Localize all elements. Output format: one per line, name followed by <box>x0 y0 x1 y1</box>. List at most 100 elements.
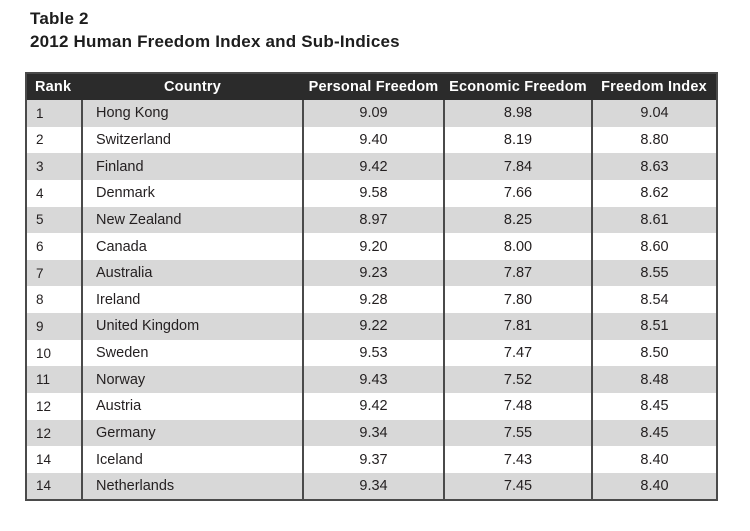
freedom-index-cell: 8.45 <box>591 393 717 420</box>
economic-freedom-cell: 8.25 <box>443 206 592 234</box>
freedom-index-cell: 8.51 <box>591 313 717 340</box>
economic-freedom-cell: 7.81 <box>443 313 592 340</box>
freedom-index-cell: 9.04 <box>591 100 717 127</box>
rank-cell: 6 <box>36 239 44 255</box>
personal-freedom-cell: 9.22 <box>302 313 444 340</box>
rank-cell: 7 <box>36 265 44 281</box>
rank-cell: 2 <box>36 132 44 148</box>
table-row: 14 Iceland 9.37 7.43 8.40 <box>26 446 717 473</box>
freedom-index-cell: 8.55 <box>591 259 717 287</box>
personal-freedom-cell: 9.58 <box>302 179 444 207</box>
table-title: 2012 Human Freedom Index and Sub-Indices <box>30 32 400 51</box>
country-cell: Finland <box>81 153 303 180</box>
personal-freedom-cell: 9.23 <box>302 259 444 287</box>
personal-freedom-cell: 9.37 <box>302 446 444 473</box>
rank-cell: 14 <box>36 478 52 494</box>
rank-cell: 12 <box>36 425 52 441</box>
country-cell: New Zealand <box>81 206 303 234</box>
freedom-index-cell: 8.63 <box>591 153 717 180</box>
freedom-index-table: Rank Country Personal Freedom Economic F… <box>25 72 718 501</box>
country-cell: United Kingdom <box>81 313 303 340</box>
table-body: 1 Hong Kong 9.09 8.98 9.04 2 Switzerland… <box>26 100 717 500</box>
freedom-index-cell: 8.80 <box>591 126 717 154</box>
country-cell: Ireland <box>81 286 303 314</box>
country-cell: Netherlands <box>81 472 303 500</box>
table-row: 9 United Kingdom 9.22 7.81 8.51 <box>26 313 717 340</box>
column-header-personal-freedom: Personal Freedom <box>303 73 444 100</box>
economic-freedom-cell: 7.87 <box>443 259 592 287</box>
table-row: 4 Denmark 9.58 7.66 8.62 <box>26 179 717 207</box>
country-cell: Canada <box>81 233 303 260</box>
table-row: 5 New Zealand 8.97 8.25 8.61 <box>26 206 717 234</box>
country-cell: Germany <box>81 419 303 447</box>
rank-cell: 10 <box>36 345 52 361</box>
table-row: 2 Switzerland 9.40 8.19 8.80 <box>26 126 717 154</box>
freedom-index-cell: 8.48 <box>591 366 717 394</box>
rank-cell: 11 <box>36 372 51 388</box>
country-cell: Denmark <box>81 179 303 207</box>
freedom-index-cell: 8.40 <box>591 446 717 473</box>
economic-freedom-cell: 7.45 <box>443 472 592 500</box>
economic-freedom-cell: 8.00 <box>443 233 592 260</box>
country-cell: Hong Kong <box>81 100 303 127</box>
rank-cell: 14 <box>36 452 52 468</box>
economic-freedom-cell: 8.19 <box>443 126 592 154</box>
economic-freedom-cell: 7.52 <box>443 366 592 394</box>
freedom-index-cell: 8.61 <box>591 206 717 234</box>
table-number: Table 2 <box>30 9 89 28</box>
personal-freedom-cell: 9.20 <box>302 233 444 260</box>
economic-freedom-cell: 7.55 <box>443 419 592 447</box>
table-caption: Table 2 2012 Human Freedom Index and Sub… <box>30 7 400 53</box>
table-row: 12 Austria 9.42 7.48 8.45 <box>26 393 717 420</box>
country-cell: Sweden <box>81 339 303 367</box>
personal-freedom-cell: 9.42 <box>302 393 444 420</box>
freedom-index-cell: 8.50 <box>591 339 717 367</box>
freedom-index-cell: 8.62 <box>591 179 717 207</box>
freedom-index-cell: 8.40 <box>591 472 717 500</box>
rank-cell: 1 <box>36 105 44 121</box>
economic-freedom-cell: 7.48 <box>443 393 592 420</box>
economic-freedom-cell: 7.47 <box>443 339 592 367</box>
table-row: 6 Canada 9.20 8.00 8.60 <box>26 233 717 260</box>
freedom-index-cell: 8.54 <box>591 286 717 314</box>
country-cell: Switzerland <box>81 126 303 154</box>
personal-freedom-cell: 9.43 <box>302 366 444 394</box>
table-header-row: Rank Country Personal Freedom Economic F… <box>26 73 717 100</box>
rank-cell: 5 <box>36 212 44 228</box>
table-row: 12 Germany 9.34 7.55 8.45 <box>26 419 717 447</box>
personal-freedom-cell: 9.34 <box>302 472 444 500</box>
table-row: 7 Australia 9.23 7.87 8.55 <box>26 259 717 287</box>
table-row: 11 Norway 9.43 7.52 8.48 <box>26 366 717 394</box>
personal-freedom-cell: 9.34 <box>302 419 444 447</box>
rank-cell: 3 <box>36 159 44 175</box>
country-cell: Australia <box>81 259 303 287</box>
table-row: 10 Sweden 9.53 7.47 8.50 <box>26 339 717 367</box>
freedom-index-cell: 8.45 <box>591 419 717 447</box>
economic-freedom-cell: 7.43 <box>443 446 592 473</box>
economic-freedom-cell: 8.98 <box>443 100 592 127</box>
column-header-country: Country <box>82 73 303 100</box>
freedom-index-cell: 8.60 <box>591 233 717 260</box>
column-header-freedom-index: Freedom Index <box>592 73 717 100</box>
personal-freedom-cell: 9.40 <box>302 126 444 154</box>
table-row: 14 Netherlands 9.34 7.45 8.40 <box>26 472 717 500</box>
country-cell: Iceland <box>81 446 303 473</box>
economic-freedom-cell: 7.66 <box>443 179 592 207</box>
personal-freedom-cell: 9.42 <box>302 153 444 180</box>
personal-freedom-cell: 9.28 <box>302 286 444 314</box>
rank-cell: 4 <box>36 185 44 201</box>
rank-cell: 8 <box>36 292 44 308</box>
table-row: 1 Hong Kong 9.09 8.98 9.04 <box>26 100 717 127</box>
economic-freedom-cell: 7.84 <box>443 153 592 180</box>
personal-freedom-cell: 9.53 <box>302 339 444 367</box>
column-header-rank: Rank <box>26 73 82 100</box>
personal-freedom-cell: 9.09 <box>302 100 444 127</box>
table-row: 8 Ireland 9.28 7.80 8.54 <box>26 286 717 314</box>
personal-freedom-cell: 8.97 <box>302 206 444 234</box>
rank-cell: 9 <box>36 318 44 334</box>
country-cell: Norway <box>81 366 303 394</box>
country-cell: Austria <box>81 393 303 420</box>
rank-cell: 12 <box>36 398 52 414</box>
column-header-economic-freedom: Economic Freedom <box>444 73 592 100</box>
economic-freedom-cell: 7.80 <box>443 286 592 314</box>
